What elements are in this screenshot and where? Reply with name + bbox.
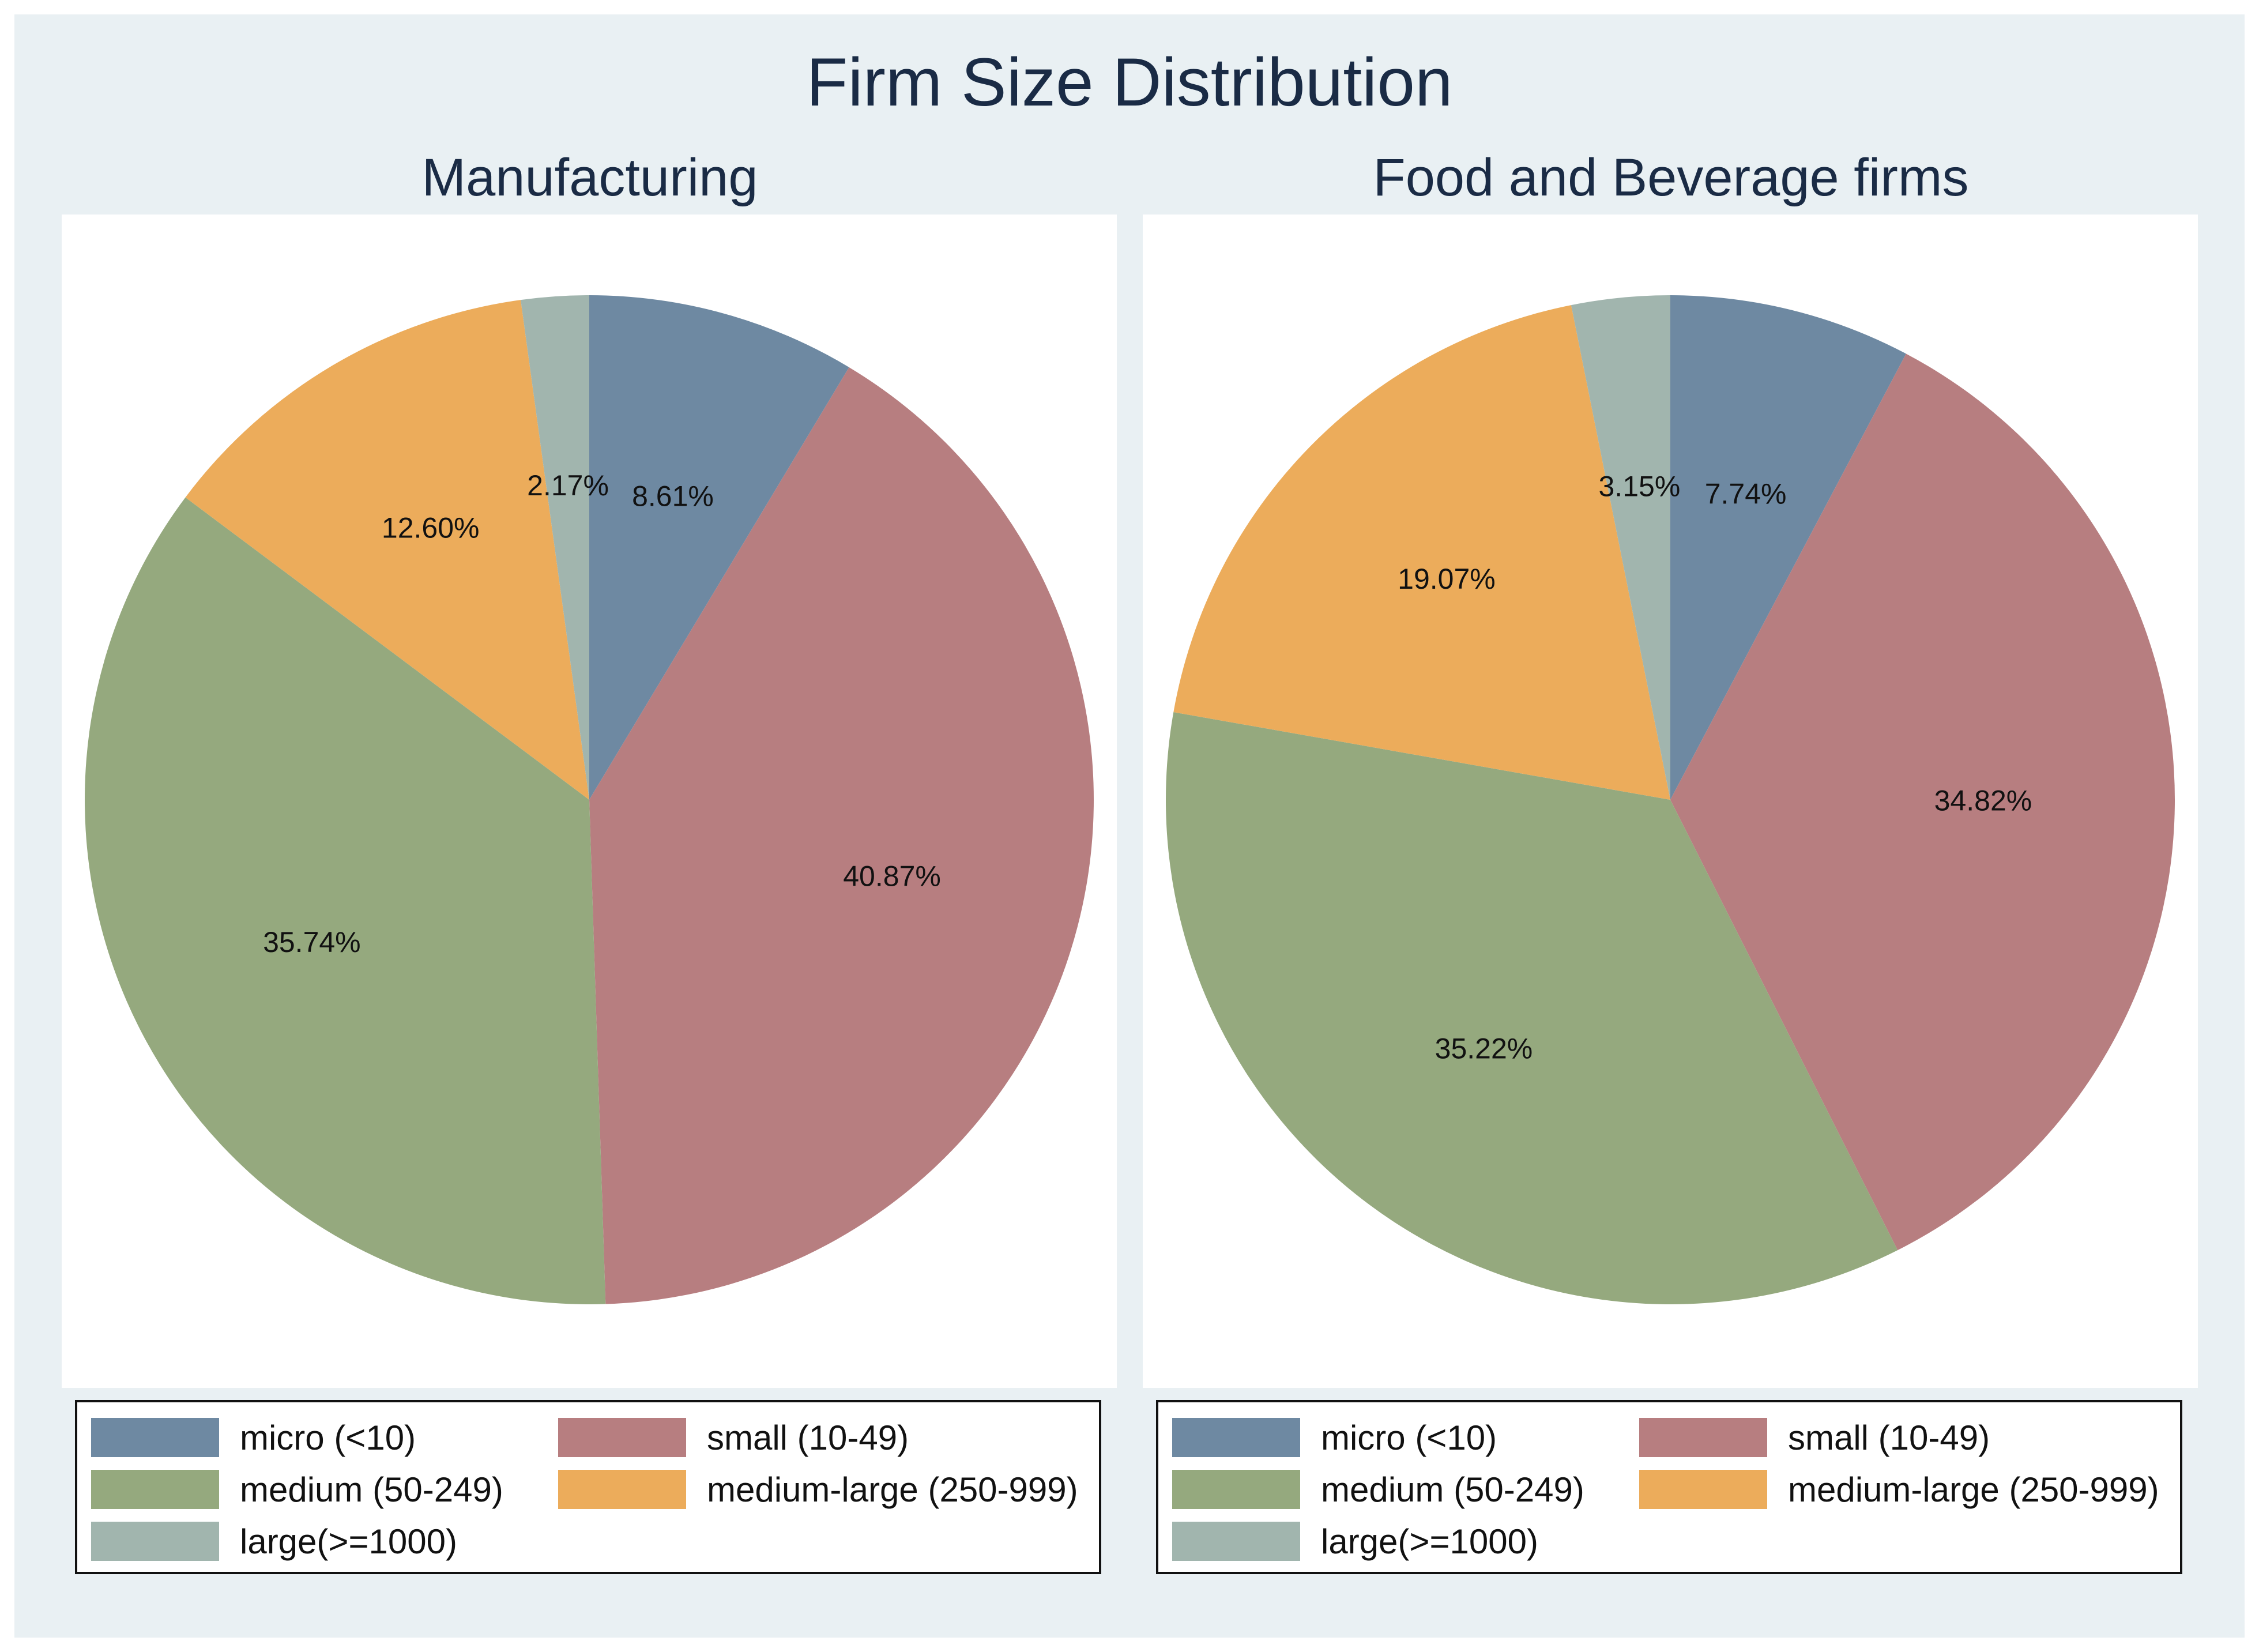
chart-title: Firm Size Distribution	[806, 44, 1453, 121]
legend-label-micro: micro (<10)	[240, 1418, 416, 1457]
legend-label-medium-large: medium-large (250-999)	[1788, 1470, 2159, 1509]
legend-item-small: small (10-49)	[1639, 1417, 1990, 1458]
legend-item-medium-large: medium-large (250-999)	[1639, 1469, 2159, 1510]
slice-label-micro: 8.61%	[632, 480, 714, 512]
slice-label-large: 3.15%	[1599, 470, 1681, 502]
pie-slice-large	[1571, 295, 1670, 800]
legend-swatch-micro	[1172, 1418, 1300, 1457]
legend-swatch-medium-large	[558, 1470, 686, 1509]
legend-item-large: large(>=1000)	[91, 1521, 457, 1561]
legend-swatch-medium-large	[1639, 1470, 1767, 1509]
pie-slice-micro	[1670, 295, 1906, 800]
slice-label-micro: 7.74%	[1705, 478, 1787, 510]
panel-title-manufacturing: Manufacturing	[421, 148, 758, 207]
legend-swatch-micro	[91, 1418, 219, 1457]
pie-slice-medium-large	[1173, 305, 1670, 800]
pie-slice-small	[589, 367, 1094, 1304]
pie-slice-small	[1670, 353, 2175, 1251]
slice-label-medium: 35.74%	[263, 926, 361, 958]
legend-manufacturing: micro (<10) small (10-49) medium (50-249…	[75, 1400, 1101, 1574]
legend-label-medium: medium (50-249)	[1321, 1470, 1584, 1509]
legend-item-micro: micro (<10)	[1172, 1417, 1497, 1458]
panel-title-food-beverage: Food and Beverage firms	[1373, 148, 1969, 207]
legend-item-medium: medium (50-249)	[91, 1469, 503, 1510]
legend-item-medium: medium (50-249)	[1172, 1469, 1584, 1510]
legend-item-large: large(>=1000)	[1172, 1521, 1538, 1561]
slice-label-small: 34.82%	[1934, 784, 2032, 816]
pie-chart-manufacturing: 8.61% 40.87% 35.74% 12.60% 2.17%	[84, 295, 1094, 1304]
pie-slice-medium	[1166, 712, 1898, 1304]
slice-label-medium-large: 12.60%	[382, 512, 480, 544]
legend-item-small: small (10-49)	[558, 1417, 909, 1458]
plot-area-food-beverage: 7.74% 34.82% 35.22% 19.07% 3.15%	[1143, 215, 2198, 1388]
legend-label-small: small (10-49)	[1788, 1418, 1990, 1457]
legend-swatch-medium	[1172, 1470, 1300, 1509]
slice-label-medium: 35.22%	[1435, 1033, 1533, 1065]
legend-swatch-large	[1172, 1522, 1300, 1561]
legend-label-medium-large: medium-large (250-999)	[707, 1470, 1078, 1509]
pie-slice-micro	[589, 295, 849, 800]
legend-swatch-medium	[91, 1470, 219, 1509]
legend-swatch-small	[558, 1418, 686, 1457]
legend-item-medium-large: medium-large (250-999)	[558, 1469, 1078, 1510]
pie-chart-food-beverage: 7.74% 34.82% 35.22% 19.07% 3.15%	[1166, 295, 2175, 1304]
legend-food-beverage: micro (<10) small (10-49) medium (50-249…	[1156, 1400, 2182, 1574]
legend-label-medium: medium (50-249)	[240, 1470, 503, 1509]
slice-label-medium-large: 19.07%	[1398, 563, 1496, 595]
pie-slice-medium	[84, 497, 606, 1304]
slice-label-large: 2.17%	[527, 469, 609, 502]
legend-label-small: small (10-49)	[707, 1418, 909, 1457]
legend-swatch-small	[1639, 1418, 1767, 1457]
legend-swatch-large	[91, 1522, 219, 1561]
legend-label-large: large(>=1000)	[1321, 1522, 1538, 1561]
plot-area-manufacturing: 8.61% 40.87% 35.74% 12.60% 2.17%	[62, 215, 1117, 1388]
legend-label-large: large(>=1000)	[240, 1522, 457, 1561]
slice-label-small: 40.87%	[843, 860, 941, 893]
pie-slice-medium-large	[185, 300, 589, 800]
pie-slice-large	[521, 295, 589, 800]
legend-label-micro: micro (<10)	[1321, 1418, 1497, 1457]
legend-item-micro: micro (<10)	[91, 1417, 416, 1458]
